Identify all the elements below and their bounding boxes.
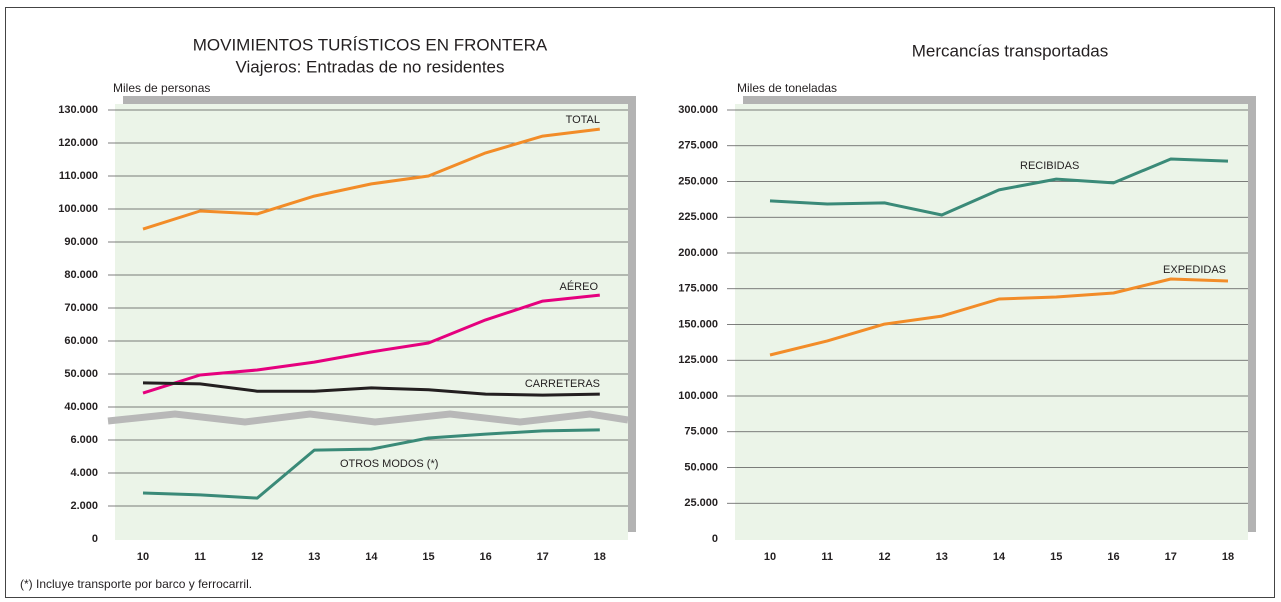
x-tick-label: 10: [137, 551, 149, 563]
y-tick-label: 200.000: [678, 247, 718, 259]
y-tick-label: 175.000: [678, 283, 718, 295]
series-label: CARRETERAS: [525, 378, 600, 390]
series-label: RECIBIDAS: [1020, 160, 1079, 172]
x-tick-label: 15: [422, 551, 434, 563]
y-axis-label: Miles de personas: [113, 81, 210, 95]
x-tick-label: 16: [1107, 551, 1119, 563]
line-series: [142, 127, 600, 231]
y-tick-label: 4.000: [70, 467, 98, 479]
y-tick-label: 275.000: [678, 140, 718, 152]
y-tick-label: 50.000: [64, 368, 98, 380]
y-tick-label: 130.000: [58, 104, 98, 116]
chart-title: Mercancías transportadas: [912, 41, 1109, 60]
y-tick-label: 120.000: [58, 137, 98, 149]
y-tick-label: 100.000: [58, 203, 98, 215]
y-tick-label: 0: [712, 533, 718, 545]
chart-title: MOVIMIENTOS TURÍSTICOS EN FRONTERA: [193, 35, 548, 54]
x-tick-label: 11: [821, 551, 833, 563]
y-tick-label: 60.000: [64, 335, 98, 347]
series-label: AÉREO: [559, 280, 598, 293]
y-tick-label: 110.000: [59, 170, 98, 182]
chart-subtitle: Viajeros: Entradas de no residentes: [235, 57, 504, 76]
x-tick-label: 13: [936, 551, 948, 563]
x-tick-label: 13: [308, 551, 320, 563]
x-tick-label: 17: [537, 551, 549, 563]
y-tick-label: 250.000: [678, 175, 718, 187]
y-tick-label: 300.000: [678, 104, 718, 116]
y-tick-label: 6.000: [70, 434, 98, 446]
series-label: TOTAL: [566, 114, 600, 126]
series-label: EXPEDIDAS: [1163, 264, 1226, 276]
y-axis-label: Miles de toneladas: [737, 81, 837, 95]
y-tick-label: 125.000: [678, 354, 718, 366]
line-series: [142, 293, 600, 395]
y-tick-label: 40.000: [64, 401, 98, 413]
line-series: [142, 428, 600, 500]
y-tick-label: 75.000: [684, 426, 718, 438]
y-tick-label: 70.000: [64, 302, 98, 314]
x-tick-label: 16: [479, 551, 491, 563]
frame: [5, 7, 1275, 598]
footnote: (*) Incluye transporte por barco y ferro…: [20, 577, 252, 591]
x-tick-label: 14: [365, 551, 378, 563]
x-tick-label: 14: [993, 551, 1006, 563]
y-tick-label: 0: [92, 533, 98, 545]
y-tick-label: 90.000: [64, 236, 98, 248]
line-series: [769, 157, 1229, 217]
y-tick-label: 225.000: [678, 211, 718, 223]
x-tick-label: 12: [878, 551, 890, 563]
x-tick-label: 15: [1050, 551, 1062, 563]
y-tick-label: 100.000: [678, 390, 718, 402]
x-tick-label: 11: [194, 551, 206, 563]
series-label: OTROS MODOS (*): [340, 458, 438, 470]
axis-break: [107, 410, 629, 426]
y-tick-label: 80.000: [64, 269, 98, 281]
plot-area: [735, 104, 1248, 540]
line-series: [142, 381, 600, 397]
x-tick-label: 18: [594, 551, 606, 563]
plot-area: [115, 104, 628, 540]
line-series: [769, 277, 1229, 357]
y-tick-label: 2.000: [70, 500, 98, 512]
y-tick-label: 150.000: [678, 318, 718, 330]
y-tick-label: 50.000: [684, 461, 718, 473]
x-tick-label: 17: [1165, 551, 1177, 563]
x-tick-label: 18: [1222, 551, 1234, 563]
y-tick-label: 25.000: [684, 497, 718, 509]
x-tick-label: 10: [764, 551, 776, 563]
x-tick-label: 12: [251, 551, 263, 563]
